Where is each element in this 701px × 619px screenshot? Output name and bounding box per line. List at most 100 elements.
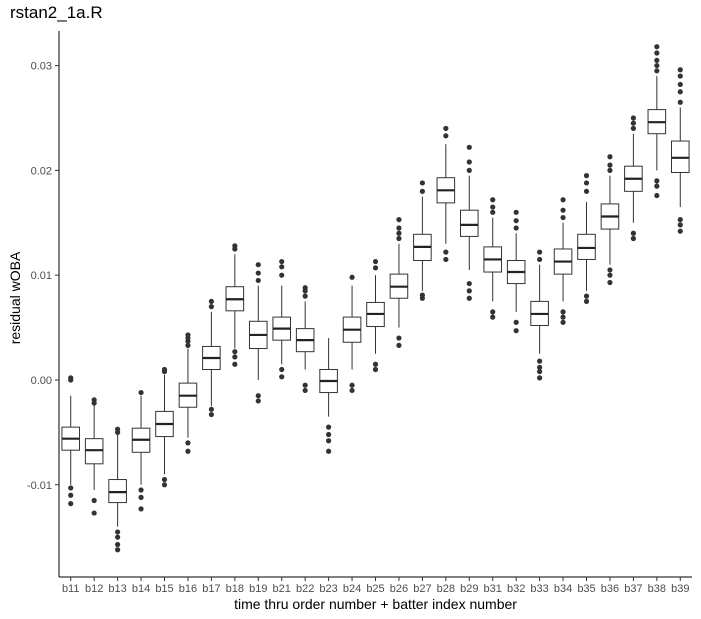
outlier-point [560,197,566,203]
outlier-point [208,298,214,304]
outlier-point [232,243,238,249]
outlier-point [654,178,660,184]
outlier-point [91,497,97,504]
y-tick-label: 0.02 [31,165,52,177]
x-tick-label: b29 [460,583,478,595]
outlier-point [302,387,308,394]
outlier-point [630,115,636,121]
outlier-point [654,57,660,63]
outlier-point [654,44,660,50]
outlier-point [537,358,543,364]
outlier-point [537,375,543,381]
x-tick-label: b38 [648,583,666,595]
outlier-point [396,235,402,242]
x-tick-label: b16 [179,583,197,595]
outlier-point [677,73,683,79]
outlier-point [326,448,332,454]
outlier-point [232,354,238,360]
outlier-point [513,319,519,325]
outlier-point [396,335,402,341]
outlier-point [115,426,121,432]
outlier-point [607,272,613,278]
outlier-point [255,398,261,404]
outlier-point [560,319,566,325]
x-tick-label: b23 [319,583,337,595]
outlier-point [513,209,519,215]
outlier-point [372,366,379,373]
outlier-point [68,492,74,498]
outlier-point [208,406,214,412]
outlier-point [138,506,144,512]
x-axis-label: time thru order number + batter index nu… [234,596,517,612]
x-tick-label: b39 [671,583,689,595]
outlier-point [396,342,402,348]
y-tick-label: 0.01 [31,270,52,282]
outlier-point [466,280,472,287]
x-tick-label: b25 [366,583,384,595]
chart-title: rstan2_1a.R [10,3,103,22]
outlier-point [115,547,121,553]
x-tick-label: b35 [577,583,595,595]
outlier-point [443,133,449,139]
outlier-point [630,125,636,132]
outlier-point [583,173,590,179]
outlier-point [185,440,191,446]
outlier-point [68,375,74,381]
outlier-point [583,188,590,194]
y-tick-label: 0.00 [31,375,52,387]
outlier-point [607,267,613,273]
x-tick-label: b34 [554,583,572,595]
outlier-point [279,366,285,373]
outlier-point [326,424,332,430]
outlier-point [466,167,472,173]
outlier-point [115,534,121,540]
outlier-point [302,285,308,291]
outlier-point [560,309,566,315]
outlier-point [279,374,285,380]
x-tick-label: b12 [85,583,103,595]
outlier-point [419,188,425,194]
outlier-point [677,222,683,228]
x-tick-label: b33 [530,583,548,595]
outlier-point [255,270,261,276]
x-tick-label: b21 [273,583,291,595]
outlier-point [302,382,308,388]
outlier-point [490,197,496,203]
outlier-point [372,265,379,271]
x-tick-label: b31 [484,583,502,595]
outlier-point [490,309,496,315]
outlier-point [279,272,285,278]
outlier-point [68,501,74,507]
outlier-point [255,277,261,284]
outlier-point [185,332,191,338]
outlier-point [607,167,613,173]
outlier-point [279,264,285,270]
outlier-point [396,230,402,236]
outlier-point [443,256,449,263]
outlier-point [161,366,168,373]
outlier-point [138,389,144,396]
outlier-point [255,393,261,399]
outlier-point [326,431,332,438]
outlier-point [326,438,332,444]
outlier-point [560,207,566,213]
outlier-point [583,293,590,299]
x-tick-label: b13 [108,583,126,595]
outlier-point [185,448,191,454]
outlier-point [466,144,472,150]
x-tick-label: b22 [296,583,314,595]
outlier-point [443,125,449,132]
outlier-point [115,541,121,548]
x-tick-label: b17 [202,583,220,595]
outlier-point [607,154,613,160]
outlier-point [513,225,519,231]
outlier-point [372,258,379,265]
outlier-point [513,218,519,224]
outlier-point [91,397,97,403]
outlier-point [583,298,590,304]
outlier-point [490,204,496,210]
x-tick-label: b24 [343,583,361,595]
outlier-point [677,89,683,95]
x-tick-label: b36 [601,583,619,595]
